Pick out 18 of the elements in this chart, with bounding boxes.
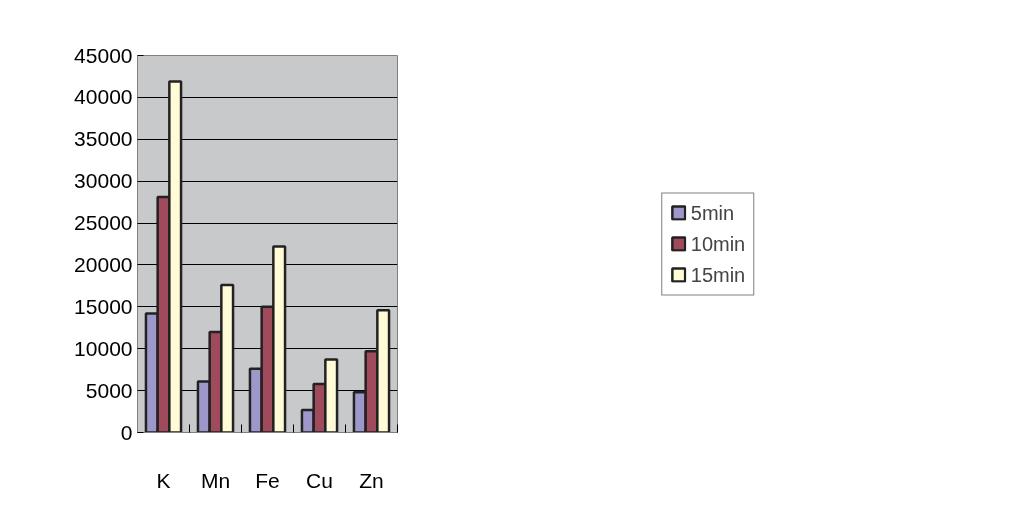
y-tick-label: 0 — [120, 420, 133, 444]
x-tick-label: Fe — [255, 468, 280, 492]
y-tick-label: 30000 — [74, 169, 133, 193]
x-tick-label: Mn — [200, 468, 231, 492]
y-tick-label: 35000 — [74, 127, 133, 151]
y-tick-label: 40000 — [74, 85, 133, 109]
x-tick-label: K — [156, 468, 171, 492]
y-tick-label: 10000 — [74, 336, 133, 360]
y-tick-label: 15000 — [74, 294, 133, 318]
legend-label: 5min — [690, 201, 735, 224]
y-tick-label: 20000 — [74, 252, 133, 276]
x-tick-label: Zn — [359, 468, 384, 492]
legend-label: 10min — [690, 232, 746, 255]
x-tick-label: Cu — [306, 468, 333, 492]
legend-label: 15min — [690, 263, 746, 286]
y-tick-label: 25000 — [74, 211, 133, 235]
y-tick-label: 45000 — [74, 43, 133, 67]
y-tick-label: 5000 — [85, 378, 133, 402]
